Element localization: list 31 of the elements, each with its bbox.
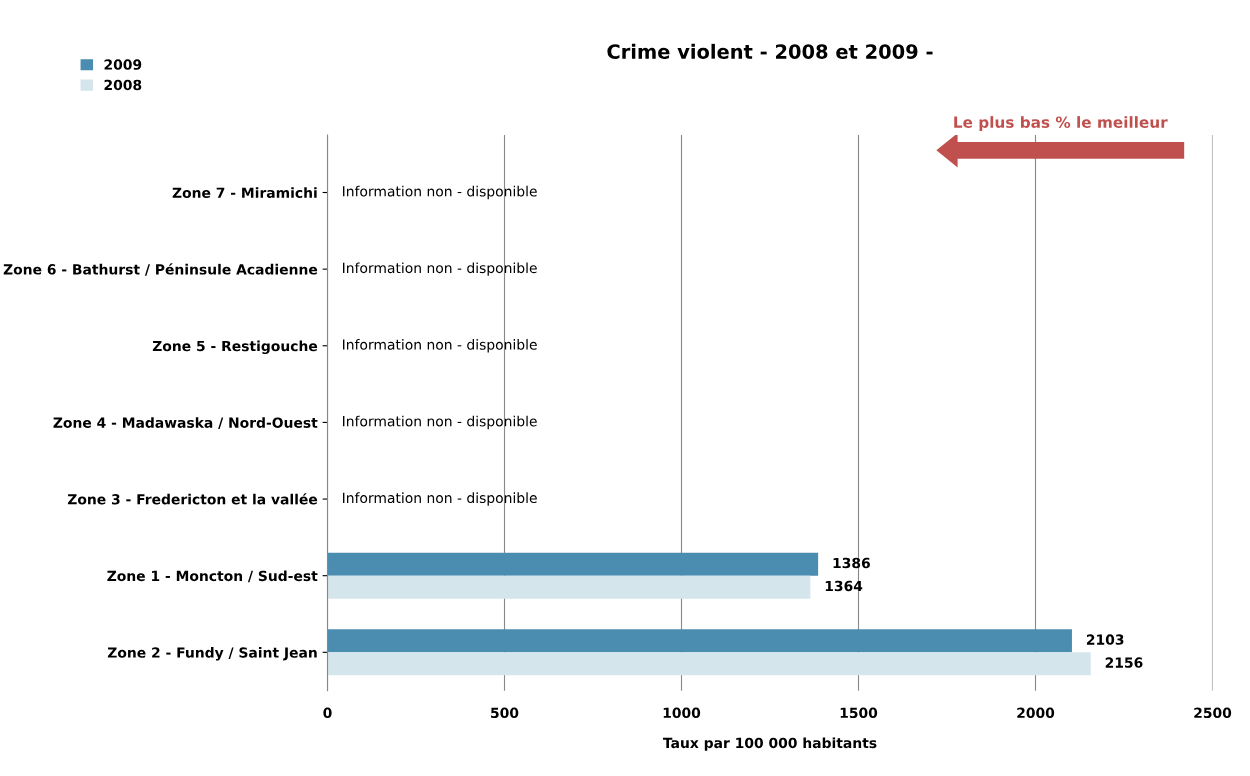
x-tick-label: 500 xyxy=(491,707,519,719)
annotation: Information non - disponible xyxy=(343,339,537,353)
annotation: Information non - disponible xyxy=(343,185,537,200)
y-tick-label: Zone 5 - Restigouche xyxy=(152,340,318,355)
y-tick-label: Zone 1 - Moncton / Sud-est xyxy=(107,570,318,583)
data-label: 2156 xyxy=(1105,657,1143,668)
bar xyxy=(327,552,819,576)
bar xyxy=(327,652,1091,676)
legend-label: 2008 xyxy=(104,79,142,91)
data-label: 1386 xyxy=(833,557,870,569)
y-tick-label: Zone 2 - Fundy / Saint Jean xyxy=(107,647,317,661)
legend-label: 2009 xyxy=(104,59,142,70)
y-tick-label: Zone 6 - Bathurst / Péninsule Acadienne xyxy=(3,263,318,276)
x-axis-title: Taux par 100 000 habitants xyxy=(662,737,877,751)
x-tick-label: 0 xyxy=(323,707,332,719)
x-tick-label: 2000 xyxy=(1017,707,1055,719)
chart-title: Crime violent - 2008 et 2009 - xyxy=(607,43,933,59)
annotation: Information non - disponible xyxy=(343,492,537,506)
x-tick-label: 2500 xyxy=(1194,707,1232,719)
x-tick-label: 1000 xyxy=(663,707,701,719)
data-label: 2103 xyxy=(1086,634,1124,645)
x-tick-label: 1500 xyxy=(840,707,878,719)
text: Le plus bas % le meilleur xyxy=(954,116,1168,131)
y-tick-label: Zone 3 - Fredericton et la vallée xyxy=(67,493,318,505)
annotation: Information non - disponible xyxy=(343,415,537,430)
y-tick-label: Zone 4 - Madawaska / Nord-Ouest xyxy=(53,417,318,429)
data-label: 1364 xyxy=(825,580,863,592)
bar xyxy=(327,629,1072,653)
bar xyxy=(327,575,811,599)
y-tick-label: Zone 7 - Miramichi xyxy=(172,187,317,198)
annotation: Information non - disponible xyxy=(343,262,537,276)
